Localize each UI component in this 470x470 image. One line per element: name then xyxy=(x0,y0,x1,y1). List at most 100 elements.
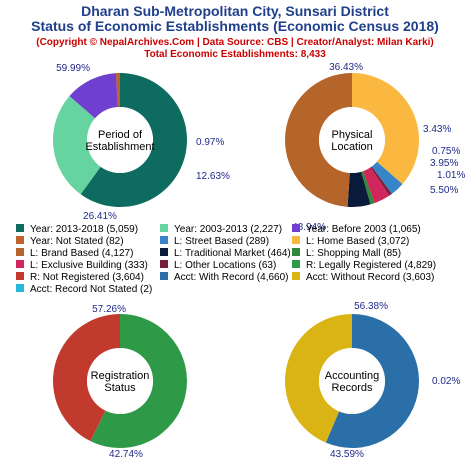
donut-slice xyxy=(363,167,390,204)
slice-percent-label: 59.99% xyxy=(56,63,90,74)
donut-chart: 59.99% 26.41% 12.63% 0.97% Period ofEstablis… xyxy=(52,63,230,222)
legend-label: R: Legally Registered (4,829) xyxy=(306,260,436,271)
legend-swatch xyxy=(292,260,300,268)
legend-swatch xyxy=(160,260,168,268)
donut-center-label: Establishment xyxy=(85,141,154,153)
legend-item: Year: Not Stated (82) xyxy=(16,236,124,247)
legend-swatch xyxy=(16,272,24,280)
chart-title-line2: Status of Economic Establishments (Econo… xyxy=(31,18,439,34)
donut-slice xyxy=(370,166,392,196)
donut-slice xyxy=(90,314,188,448)
donut-center-label: Records xyxy=(332,382,373,394)
legend-item: L: Shopping Mall (85) xyxy=(292,248,401,259)
legend-item: L: Home Based (3,072) xyxy=(292,236,409,247)
legend-item: R: Legally Registered (4,829) xyxy=(292,260,436,271)
legend-item: Year: 2013-2018 (5,059) xyxy=(16,224,138,235)
donut-center-label: Physical xyxy=(332,129,373,141)
legend-item: Year: 2003-2013 (2,227) xyxy=(160,224,282,235)
legend-swatch xyxy=(16,224,24,232)
donut-center-label: Accounting xyxy=(325,370,379,382)
slice-percent-label: 0.97% xyxy=(196,137,224,148)
legend-item: L: Brand Based (4,127) xyxy=(16,248,133,259)
legend-swatch xyxy=(292,248,300,256)
legend-label: Year: Not Stated (82) xyxy=(30,236,124,247)
copyright-text: (Copyright © NepalArchives.Com | Data So… xyxy=(36,37,434,48)
slice-percent-label: 42.74% xyxy=(109,449,143,460)
donut-charts: 59.99% 26.41% 12.63% 0.97% Period ofEstablis… xyxy=(52,62,465,460)
legend-item: Acct: Without Record (3,603) xyxy=(292,272,434,283)
donut-hole xyxy=(319,348,385,414)
legend-label: L: Brand Based (4,127) xyxy=(30,248,133,259)
slice-percent-label: 0.02% xyxy=(432,376,460,387)
donut-slice xyxy=(371,161,403,194)
donut-slice xyxy=(284,313,352,443)
donut-slice xyxy=(352,73,419,185)
legend-swatch xyxy=(160,272,168,280)
legend: Year: 2013-2018 (5,059) Year: 2003-2013 (… xyxy=(16,224,436,295)
donut-hole xyxy=(87,107,153,173)
legend-label: L: Home Based (3,072) xyxy=(306,236,409,247)
legend-swatch xyxy=(160,236,168,244)
legend-item: Acct: With Record (4,660) xyxy=(160,272,288,283)
legend-item: L: Exclusive Building (333) xyxy=(16,260,148,271)
donut-slice xyxy=(284,73,352,207)
legend-label: Acct: With Record (4,660) xyxy=(174,272,288,283)
legend-item: Year: Before 2003 (1,065) xyxy=(292,224,421,235)
donut-center-label: Registration xyxy=(91,370,150,382)
donut-chart: 36.43% 3.43% 0.75%3.95%1.01% 5.50% 48.94% Phy… xyxy=(284,62,465,233)
slice-percent-label: 12.63% xyxy=(196,171,230,182)
legend-swatch xyxy=(292,236,300,244)
slice-percent-label: 3.43% xyxy=(423,124,451,135)
legend-item: L: Other Locations (63) xyxy=(160,260,276,271)
legend-swatch xyxy=(16,284,24,292)
donut-center-label: Location xyxy=(331,141,373,153)
slice-percent-label: 57.26% xyxy=(92,304,126,315)
slice-percent-label: 26.41% xyxy=(83,211,117,222)
legend-item: Acct: Record Not Stated (2) xyxy=(16,284,152,295)
donut-slice xyxy=(115,73,120,108)
donut-slice xyxy=(325,411,340,443)
legend-label: Acct: Record Not Stated (2) xyxy=(30,284,152,295)
donut-slice xyxy=(347,171,371,207)
legend-swatch xyxy=(16,260,24,268)
chart-title-line1: Dharan Sub-Metropolitan City, Sunsari Di… xyxy=(81,3,389,19)
legend-label: R: Not Registered (3,604) xyxy=(30,272,144,283)
slice-percent-label: 3.95% xyxy=(430,158,458,169)
legend-label: L: Traditional Market (464) xyxy=(174,248,291,259)
slice-percent-label: 48.94% xyxy=(292,222,326,233)
total-text: Total Economic Establishments: 8,433 xyxy=(144,49,326,60)
donut-slice xyxy=(80,73,187,207)
legend-swatch xyxy=(160,224,168,232)
slice-percent-label: 5.50% xyxy=(430,185,458,196)
legend-swatch xyxy=(16,248,24,256)
donut-slice xyxy=(53,314,120,442)
legend-item: L: Traditional Market (464) xyxy=(160,248,291,259)
legend-swatch xyxy=(16,236,24,244)
donut-slice xyxy=(325,314,419,449)
donut-slice xyxy=(361,171,375,205)
donut-slice xyxy=(52,96,101,195)
slice-percent-label: 0.75% xyxy=(432,146,460,157)
slice-percent-label: 56.38% xyxy=(354,301,388,312)
legend-swatch xyxy=(292,272,300,280)
legend-label: L: Other Locations (63) xyxy=(174,260,276,271)
legend-label: Acct: Without Record (3,603) xyxy=(306,272,434,283)
legend-label: Year: 2003-2013 (2,227) xyxy=(174,224,282,235)
legend-label: L: Street Based (289) xyxy=(174,236,269,247)
slice-percent-label: 36.43% xyxy=(329,62,363,73)
legend-item: L: Street Based (289) xyxy=(160,236,269,247)
donut-hole xyxy=(87,348,153,414)
legend-swatch xyxy=(292,224,300,232)
donut-slice xyxy=(69,73,118,119)
donut-hole xyxy=(319,107,385,173)
donut-center-label: Status xyxy=(104,382,136,394)
legend-label: Year: 2013-2018 (5,059) xyxy=(30,224,138,235)
legend-label: L: Shopping Mall (85) xyxy=(306,248,401,259)
donut-center-label: Period of xyxy=(98,129,143,141)
legend-label: L: Exclusive Building (333) xyxy=(30,260,148,271)
legend-label: Year: Before 2003 (1,065) xyxy=(306,224,421,235)
slice-percent-label: 43.59% xyxy=(330,449,364,460)
